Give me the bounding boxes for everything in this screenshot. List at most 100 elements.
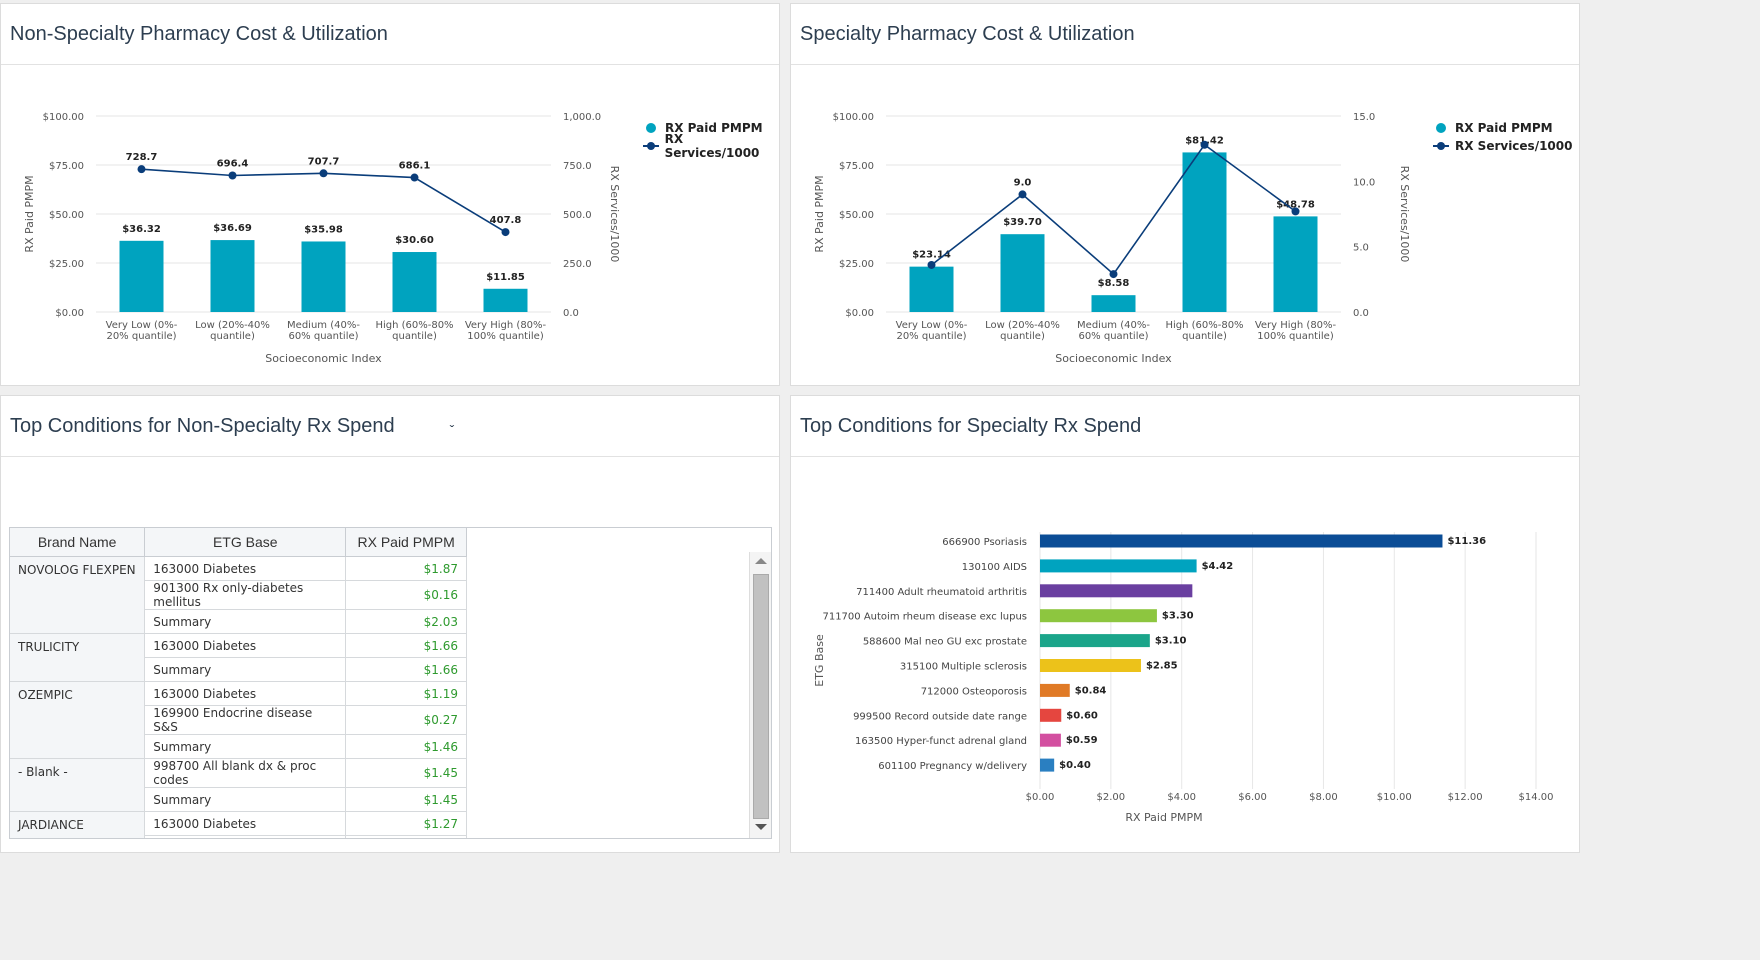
- table-row[interactable]: 169900 Endocrine disease S&S $0.27: [10, 705, 467, 735]
- legend-item-bar[interactable]: RX Paid PMPM: [643, 119, 779, 137]
- column-header-etg[interactable]: ETG Base: [144, 528, 347, 557]
- column-header-paid[interactable]: RX Paid PMPM: [345, 528, 467, 557]
- table-row[interactable]: TRULICITY 163000 Diabetes $1.66: [10, 633, 467, 682]
- x-tick-label: Low (20%-40%: [195, 320, 270, 331]
- scroll-down-icon[interactable]: [755, 824, 767, 830]
- table-row[interactable]: Summary $1.45: [10, 787, 467, 812]
- specialty-conditions-panel: Top Conditions for Specialty Rx Spend $0…: [790, 395, 1580, 853]
- y2-tick-label: 10.0: [1353, 177, 1375, 188]
- x-tick-label: $2.00: [1097, 792, 1126, 803]
- table-row[interactable]: NOVOLOG FLEXPEN 163000 Diabetes $1.87: [10, 556, 467, 634]
- etg-cell: 163000 Diabetes: [144, 556, 347, 581]
- scroll-up-icon[interactable]: [755, 558, 767, 564]
- column-header-brand[interactable]: Brand Name: [10, 528, 146, 557]
- x-tick-label: $14.00: [1519, 792, 1554, 803]
- bar: [1040, 534, 1443, 548]
- bar: [1040, 733, 1061, 747]
- y-axis-title: ETG Base: [813, 634, 826, 687]
- table-row[interactable]: JARDIANCE 163000 Diabetes $1.27: [10, 811, 467, 838]
- legend-item-line[interactable]: RX Services/1000: [643, 132, 779, 160]
- bar-data-label: $3.10: [1155, 636, 1187, 647]
- x-tick-label: Very High (80%-: [1255, 320, 1337, 331]
- table-row[interactable]: OZEMPIC 163000 Diabetes $1.19: [10, 681, 467, 759]
- x-tick-label: $12.00: [1448, 792, 1483, 803]
- legend-line-marker-icon: [643, 142, 659, 150]
- y-tick-label: $50.00: [49, 210, 84, 221]
- table-row[interactable]: Summary $1.66: [10, 657, 467, 682]
- y-tick-label: $50.00: [839, 210, 874, 221]
- etg-cell: 163000 Diabetes: [144, 811, 347, 836]
- paid-cell: $1.46: [345, 734, 467, 759]
- x-tick-label: $10.00: [1377, 792, 1412, 803]
- collapse-icon[interactable]: ˇ: [449, 422, 455, 438]
- y-tick-label: 315100 Multiple sclerosis: [900, 662, 1027, 673]
- x-tick-label: quantile): [1000, 331, 1045, 342]
- bar: [1040, 634, 1150, 648]
- line-data-label: 696.4: [217, 159, 249, 170]
- y-tick-label: $25.00: [49, 259, 84, 270]
- bar: [1000, 234, 1045, 312]
- y-tick-label: $75.00: [839, 161, 874, 172]
- paid-cell: $1.87: [345, 556, 467, 581]
- line-point: [319, 169, 328, 178]
- table-scrollbar[interactable]: [749, 552, 771, 838]
- x-tick-label: quantile): [392, 331, 437, 342]
- bar-data-label: $0.84: [1075, 685, 1107, 696]
- specialty-cost-chart: $0.00 $25.00 $50.00 $75.00 $100.00 0.0 5.0 10.0…: [813, 112, 1411, 365]
- table-row[interactable]: Summary$1.27: [10, 835, 467, 838]
- panel-title: Top Conditions for Non-Specialty Rx Spen…: [1, 396, 779, 457]
- legend-item-line[interactable]: RX Services/1000: [1433, 137, 1572, 155]
- x-tick-label: 100% quantile): [1257, 331, 1334, 342]
- paid-cell: $1.66: [345, 657, 467, 682]
- table-row[interactable]: - Blank -998700 All blank dx & proc code…: [10, 758, 467, 812]
- x-tick-label: High (60%-80%: [1165, 320, 1243, 331]
- bar: [1182, 152, 1227, 312]
- legend-item-bar[interactable]: RX Paid PMPM: [1433, 119, 1572, 137]
- brand-cell: OZEMPIC: [10, 681, 146, 759]
- y2-tick-label: 500.0: [563, 210, 592, 221]
- bar-data-label: $36.69: [213, 223, 252, 234]
- bar: [1040, 683, 1070, 697]
- bar-data-label: $0.40: [1059, 760, 1091, 771]
- bar-data-label: $0.59: [1066, 735, 1098, 746]
- line-point: [410, 173, 419, 182]
- legend-label: RX Services/1000: [1455, 139, 1573, 153]
- chart-legend: RX Paid PMPM RX Services/1000: [643, 119, 779, 160]
- y-tick-label: $75.00: [49, 161, 84, 172]
- x-tick-label: 20% quantile): [896, 331, 966, 342]
- bar: [1091, 295, 1136, 312]
- line-data-label: 707.7: [308, 156, 340, 167]
- x-axis-title: Socioeconomic Index: [265, 352, 382, 365]
- y2-tick-label: 5.0: [1353, 243, 1369, 254]
- etg-cell: Summary: [144, 835, 347, 838]
- paid-cell: $1.27: [345, 835, 467, 838]
- bar: [1040, 659, 1141, 672]
- panel-title-text: Top Conditions for Non-Specialty Rx Spen…: [10, 414, 395, 437]
- legend-bar-marker-icon: [1436, 123, 1446, 133]
- line-point: [1109, 270, 1118, 279]
- paid-cell: $1.66: [345, 633, 467, 658]
- y2-tick-label: 15.0: [1353, 112, 1375, 123]
- panel-title: Top Conditions for Specialty Rx Spend: [791, 396, 1579, 457]
- table-row[interactable]: Summary $2.03: [10, 609, 467, 634]
- y-tick-label: $0.00: [55, 308, 84, 319]
- x-tick-label: 20% quantile): [106, 331, 176, 342]
- y2-tick-label: 750.0: [563, 161, 592, 172]
- y2-tick-label: 250.0: [563, 259, 592, 270]
- scroll-thumb[interactable]: [753, 574, 769, 819]
- bar-data-label: $11.85: [486, 272, 525, 283]
- table-row[interactable]: 901300 Rx only-diabetes mellitus $0.16: [10, 580, 467, 610]
- y2-tick-label: 0.0: [1353, 308, 1369, 319]
- x-tick-label: $6.00: [1238, 792, 1267, 803]
- bar: [1273, 216, 1318, 312]
- bar-data-label: $3.30: [1162, 611, 1194, 622]
- x-tick-label: Very High (80%-: [465, 320, 547, 331]
- series-line: [931, 143, 1296, 276]
- x-tick-label: 100% quantile): [467, 331, 544, 342]
- etg-cell: 169900 Endocrine disease S&S: [144, 705, 347, 735]
- bar: [1040, 559, 1197, 573]
- paid-cell: $0.16: [345, 580, 467, 610]
- bar: [483, 288, 528, 312]
- conditions-table: Brand Name ETG Base RX Paid PMPM NOVOLOG…: [10, 528, 467, 838]
- bar: [1040, 609, 1157, 623]
